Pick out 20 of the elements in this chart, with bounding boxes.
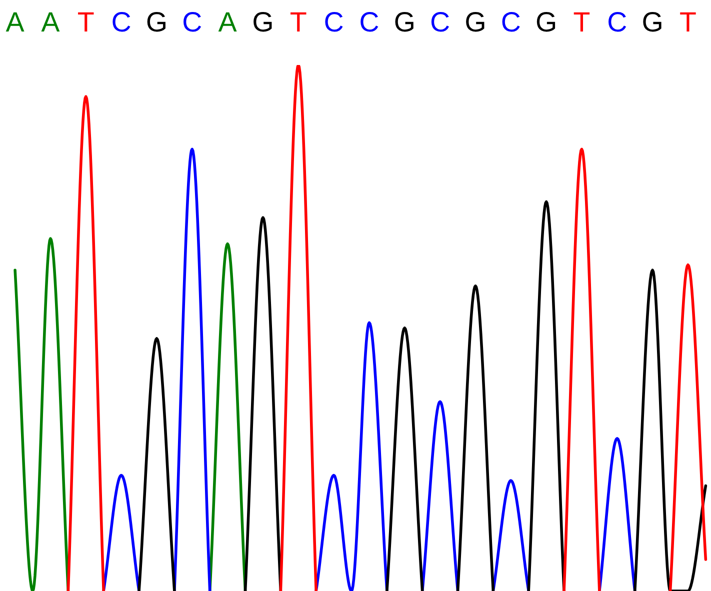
x-tick-label: G bbox=[395, 12, 414, 32]
x-tick-label: T bbox=[574, 12, 590, 32]
x-tick-label: A bbox=[6, 12, 24, 32]
x-tick-label: C bbox=[502, 12, 520, 32]
x-tick-label: G bbox=[147, 12, 166, 32]
x-tick-label: C bbox=[325, 12, 343, 32]
x-tick-label: A bbox=[41, 12, 60, 32]
x-tick-label: T bbox=[78, 12, 94, 32]
x-tick-label: G bbox=[254, 12, 272, 32]
x-tick-label: G bbox=[466, 12, 484, 32]
x-tick-label: G bbox=[536, 12, 556, 32]
x-tick-label: T bbox=[290, 12, 306, 32]
x-tick-label: C bbox=[608, 12, 626, 32]
x-tick-label: C bbox=[431, 12, 450, 32]
x-tick-label: C bbox=[112, 12, 130, 32]
x-tick-label: A bbox=[218, 12, 237, 32]
x-tick-label: C bbox=[184, 12, 202, 32]
x-tick-label: G bbox=[643, 12, 662, 32]
x-tick-label: C bbox=[360, 12, 378, 32]
x-tick-label: T bbox=[680, 12, 696, 32]
